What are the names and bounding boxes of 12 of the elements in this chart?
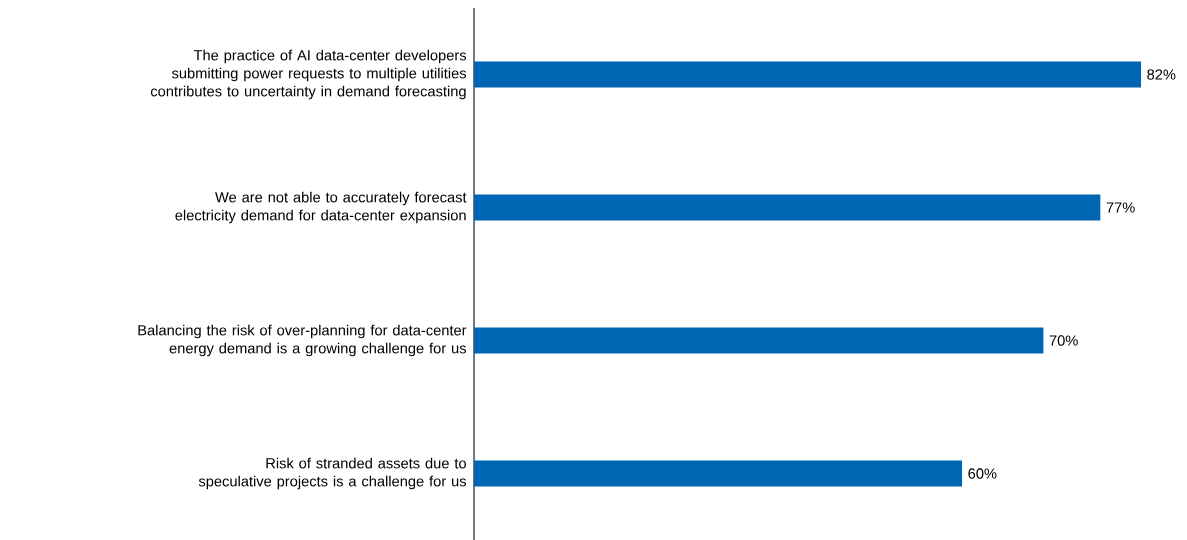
data-label: 70% [1049, 335, 1078, 346]
bar [474, 61, 1142, 88]
bar [474, 327, 1044, 354]
y-tick-label: We are not able to accurately forecast electricity demand for data-center expansion [175, 191, 467, 224]
data-label: 60% [968, 468, 997, 479]
y-tick-label: Balancing the risk of over-planning for data-center energy demand is a growing challenge for us [138, 324, 467, 357]
data-label: 77% [1106, 202, 1135, 213]
bar [474, 194, 1101, 221]
y-tick-label: The practice of AI data-center developers submitting power requests to multiple utilities contributes to uncertainty in demand forecasting [150, 49, 467, 100]
y-tick-label: Risk of stranded assets due to speculative projects is a challenge for us [198, 457, 467, 490]
data-label: 82% [1147, 69, 1176, 80]
bar [474, 460, 963, 487]
